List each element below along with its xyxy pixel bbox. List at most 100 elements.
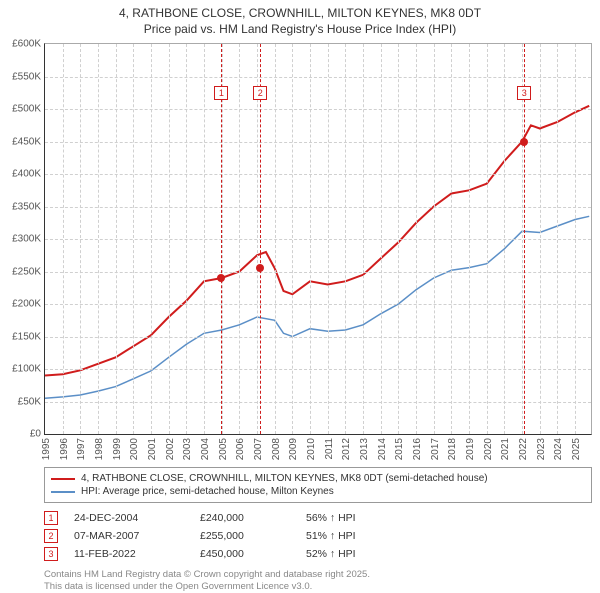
gridline-v: [239, 44, 240, 434]
gridline-v: [151, 44, 152, 434]
gridline-v: [310, 44, 311, 434]
gridline-v: [80, 44, 81, 434]
gridline-h: [45, 109, 591, 110]
x-axis-label: 2014: [377, 438, 388, 460]
gridline-v: [169, 44, 170, 434]
gridline-v: [469, 44, 470, 434]
x-axis-label: 2025: [571, 438, 582, 460]
x-axis-label: 2001: [147, 438, 158, 460]
series-line: [45, 216, 589, 398]
sale-marker-badge: 1: [44, 511, 58, 525]
gridline-h: [45, 239, 591, 240]
x-axis-label: 1998: [94, 438, 105, 460]
gridline-h: [45, 77, 591, 78]
x-axis-label: 2008: [271, 438, 282, 460]
gridline-h: [45, 174, 591, 175]
x-axis-label: 2021: [500, 438, 511, 460]
chart-area: £0£50K£100K£150K£200K£250K£300K£350K£400…: [44, 43, 592, 435]
gridline-h: [45, 207, 591, 208]
y-axis-label: £0: [30, 429, 41, 440]
x-axis-label: 2016: [412, 438, 423, 460]
sale-hpi-delta: 52% ↑ HPI: [306, 548, 356, 560]
x-axis-label: 2010: [306, 438, 317, 460]
gridline-v: [345, 44, 346, 434]
y-axis-label: £550K: [12, 71, 41, 82]
sale-marker-line: [524, 44, 525, 434]
attribution-line: Contains HM Land Registry data © Crown c…: [44, 569, 592, 581]
sale-marker-box: 2: [253, 86, 267, 100]
gridline-v: [257, 44, 258, 434]
x-axis-label: 2003: [182, 438, 193, 460]
x-axis-label: 2005: [218, 438, 229, 460]
legend-swatch: [51, 478, 75, 480]
gridline-v: [557, 44, 558, 434]
gridline-v: [186, 44, 187, 434]
x-axis-label: 2023: [536, 438, 547, 460]
sale-marker-badge: 2: [44, 529, 58, 543]
series-line: [45, 106, 589, 376]
y-axis-label: £100K: [12, 364, 41, 375]
gridline-v: [522, 44, 523, 434]
x-axis-label: 2012: [341, 438, 352, 460]
x-axis-label: 1999: [112, 438, 123, 460]
x-axis-label: 2018: [447, 438, 458, 460]
sale-price: £255,000: [200, 530, 290, 542]
sale-marker-dot: [520, 138, 528, 146]
gridline-v: [363, 44, 364, 434]
x-axis-label: 2004: [200, 438, 211, 460]
x-axis-label: 1996: [59, 438, 70, 460]
gridline-v: [434, 44, 435, 434]
x-axis-label: 2000: [129, 438, 140, 460]
gridline-v: [63, 44, 64, 434]
x-axis-label: 2007: [253, 438, 264, 460]
x-axis-label: 2019: [465, 438, 476, 460]
x-axis-label: 2015: [394, 438, 405, 460]
y-axis-label: £450K: [12, 136, 41, 147]
gridline-h: [45, 337, 591, 338]
sales-table: 1 24-DEC-2004 £240,000 56% ↑ HPI 2 07-MA…: [44, 509, 592, 563]
y-axis-label: £500K: [12, 104, 41, 115]
sale-marker-box: 3: [517, 86, 531, 100]
sale-price: £450,000: [200, 548, 290, 560]
gridline-h: [45, 304, 591, 305]
sale-marker-line: [260, 44, 261, 434]
sale-hpi-delta: 56% ↑ HPI: [306, 512, 356, 524]
x-axis-label: 2022: [518, 438, 529, 460]
gridline-v: [398, 44, 399, 434]
y-axis-label: £50K: [18, 396, 41, 407]
gridline-v: [116, 44, 117, 434]
y-axis-label: £150K: [12, 331, 41, 342]
gridline-v: [328, 44, 329, 434]
x-axis-label: 2020: [483, 438, 494, 460]
sale-marker-dot: [256, 264, 264, 272]
sale-date: 24-DEC-2004: [74, 512, 184, 524]
sale-marker-box: 1: [214, 86, 228, 100]
sale-price: £240,000: [200, 512, 290, 524]
y-axis-label: £250K: [12, 266, 41, 277]
y-axis-label: £600K: [12, 39, 41, 50]
gridline-v: [540, 44, 541, 434]
sale-row: 3 11-FEB-2022 £450,000 52% ↑ HPI: [44, 545, 592, 563]
legend-label: HPI: Average price, semi-detached house,…: [81, 486, 334, 497]
gridline-v: [575, 44, 576, 434]
gridline-h: [45, 402, 591, 403]
legend-label: 4, RATHBONE CLOSE, CROWNHILL, MILTON KEY…: [81, 473, 488, 484]
gridline-v: [275, 44, 276, 434]
gridline-h: [45, 369, 591, 370]
y-axis-label: £300K: [12, 234, 41, 245]
gridline-h: [45, 272, 591, 273]
title-block: 4, RATHBONE CLOSE, CROWNHILL, MILTON KEY…: [0, 0, 600, 39]
gridline-v: [504, 44, 505, 434]
legend-item: HPI: Average price, semi-detached house,…: [51, 485, 585, 498]
sale-row: 1 24-DEC-2004 £240,000 56% ↑ HPI: [44, 509, 592, 527]
chart-container: 4, RATHBONE CLOSE, CROWNHILL, MILTON KEY…: [0, 0, 600, 590]
x-axis-label: 2013: [359, 438, 370, 460]
x-axis-label: 2006: [235, 438, 246, 460]
title-line-subtitle: Price paid vs. HM Land Registry's House …: [10, 22, 590, 38]
x-axis-label: 2002: [165, 438, 176, 460]
gridline-v: [133, 44, 134, 434]
gridline-v: [381, 44, 382, 434]
x-axis-label: 2024: [553, 438, 564, 460]
x-axis-label: 1995: [41, 438, 52, 460]
sale-marker-badge: 3: [44, 547, 58, 561]
